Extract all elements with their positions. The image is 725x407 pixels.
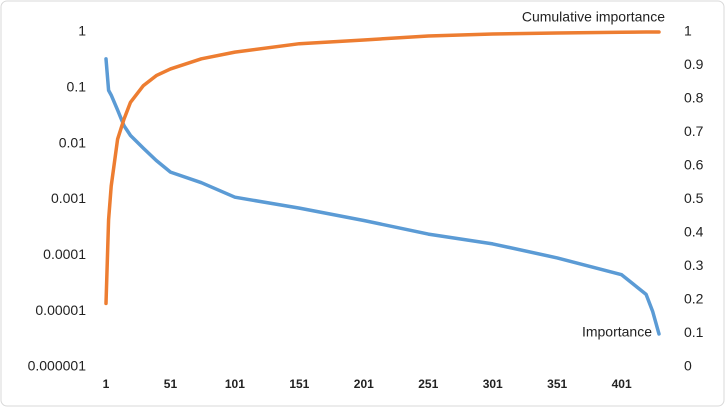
series-label: Cumulative importance — [522, 9, 665, 25]
y-tick-label: 0.000001 — [28, 358, 87, 374]
x-tick-label: 151 — [289, 377, 309, 391]
x-tick-label: 301 — [483, 377, 503, 391]
y2-tick-label: 1 — [684, 23, 692, 39]
y2-tick-label: 0.4 — [684, 224, 704, 240]
y2-tick-label: 0 — [684, 358, 692, 374]
series-label: Importance — [582, 324, 652, 340]
y2-tick-label: 0.1 — [684, 324, 704, 340]
y2-tick-label: 0.5 — [684, 190, 704, 206]
y-tick-label: 1 — [78, 23, 86, 39]
y-tick-label: 0.0001 — [43, 246, 86, 262]
y-tick-label: 0.001 — [51, 190, 86, 206]
x-tick-label: 251 — [418, 377, 438, 391]
y-tick-label: 0.00001 — [35, 302, 86, 318]
y2-tick-label: 0.2 — [684, 291, 704, 307]
y2-tick-label: 0.9 — [684, 56, 704, 72]
y2-tick-label: 0.8 — [684, 90, 704, 106]
x-tick-label: 51 — [164, 377, 178, 391]
y-tick-label: 0.1 — [67, 79, 87, 95]
y2-tick-label: 0.7 — [684, 123, 704, 139]
x-tick-label: 351 — [547, 377, 567, 391]
x-tick-label: 401 — [612, 377, 632, 391]
series-line — [104, 57, 661, 336]
y2-tick-label: 0.6 — [684, 157, 704, 173]
series-line — [104, 30, 661, 306]
x-tick-label: 101 — [225, 377, 245, 391]
x-tick-label: 201 — [354, 377, 374, 391]
y-tick-label: 0.01 — [59, 134, 86, 150]
x-tick-label: 1 — [103, 377, 110, 391]
y2-tick-label: 0.3 — [684, 257, 704, 273]
